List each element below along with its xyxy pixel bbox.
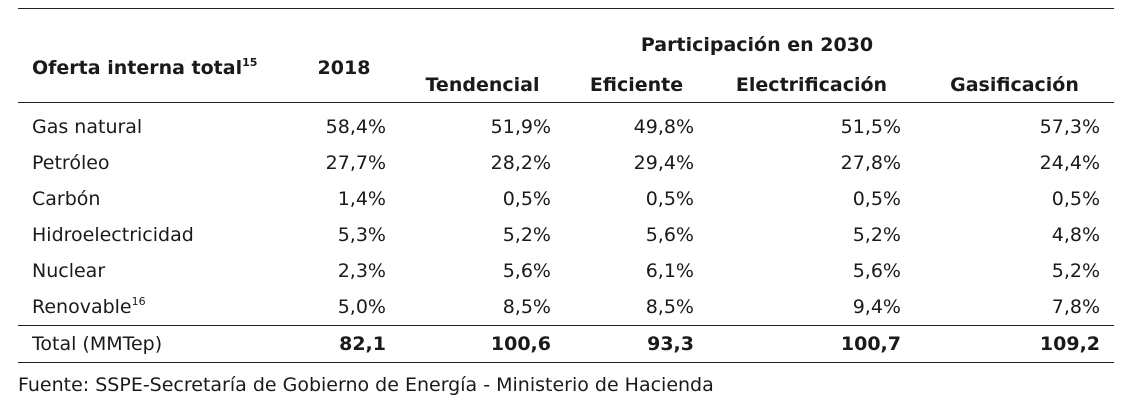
table-row-hidroelectricidad: Hidroelectricidad 5,3% 5,2% 5,6% 5,2% 4,…: [18, 217, 1114, 253]
scenario-header-electrificacion: Electrificación: [735, 74, 888, 96]
cell-eficiente: 49,8%: [633, 116, 694, 138]
row-header-footnote: 15: [242, 56, 258, 69]
cell-2018: 27,7%: [325, 152, 386, 174]
row-label: Nuclear: [32, 260, 106, 282]
cell-tendencial: 5,6%: [502, 260, 551, 282]
cell-gasificacion: 0,5%: [1051, 188, 1101, 210]
row-label: Gas natural: [32, 116, 143, 138]
cell-electrificacion: 5,2%: [852, 224, 901, 246]
year-header: 2018: [317, 57, 371, 79]
cell-tendencial: 28,2%: [490, 152, 551, 174]
cell-gasificacion: 4,8%: [1051, 224, 1101, 246]
cell-2018: 5,0%: [337, 296, 386, 318]
cell-tendencial: 0,5%: [502, 188, 551, 210]
scenario-header-eficiente: Eficiente: [589, 74, 684, 96]
row-footnote: 16: [131, 295, 146, 308]
cell-eficiente: 0,5%: [645, 188, 694, 210]
scenario-header-gasificacion: Gasificación: [950, 74, 1079, 96]
total-eficiente: 93,3: [647, 333, 694, 355]
scenario-header-tendencial: Tendencial: [425, 74, 540, 96]
group-header: Participación en 2030: [640, 34, 874, 56]
source-note: Fuente: SSPE-Secretaría de Gobierno de E…: [18, 374, 714, 396]
cell-electrificacion: 27,8%: [840, 152, 901, 174]
row-label: Carbón: [32, 188, 101, 210]
table-row-renovable: Renovable16 5,0% 8,5% 8,5% 9,4% 7,8%: [18, 289, 1114, 326]
cell-eficiente: 5,6%: [645, 224, 694, 246]
cell-electrificacion: 5,6%: [852, 260, 901, 282]
cell-tendencial: 8,5%: [502, 296, 551, 318]
cell-2018: 2,3%: [337, 260, 386, 282]
table-row-gas-natural: Gas natural 58,4% 51,9% 49,8% 51,5% 57,3…: [18, 103, 1114, 146]
cell-eficiente: 29,4%: [633, 152, 694, 174]
row-header-cell: Oferta interna total15: [18, 34, 288, 103]
table-row-nuclear: Nuclear 2,3% 5,6% 6,1% 5,6% 5,2%: [18, 253, 1114, 289]
total-label: Total (MMTep): [32, 333, 163, 355]
table-row-petroleo: Petróleo 27,7% 28,2% 29,4% 27,8% 24,4%: [18, 145, 1114, 181]
table-top-rule: [18, 8, 1114, 9]
total-2018: 82,1: [339, 333, 386, 355]
cell-electrificacion: 0,5%: [852, 188, 901, 210]
row-label: Renovable: [32, 296, 132, 318]
row-header-label: Oferta interna total: [32, 57, 243, 79]
cell-gasificacion: 5,2%: [1051, 260, 1101, 282]
cell-gasificacion: 57,3%: [1039, 116, 1101, 138]
table-row-total: Total (MMTep) 82,1 100,6 93,3 100,7 109,…: [18, 325, 1115, 363]
row-label-cell: Renovable16: [18, 289, 288, 326]
cell-2018: 5,3%: [337, 224, 386, 246]
total-electrificacion: 100,7: [840, 333, 901, 355]
cell-gasificacion: 24,4%: [1039, 152, 1101, 174]
cell-eficiente: 8,5%: [645, 296, 694, 318]
cell-gasificacion: 7,8%: [1051, 296, 1101, 318]
total-tendencial: 100,6: [490, 333, 551, 355]
table-row-carbon: Carbón 1,4% 0,5% 0,5% 0,5% 0,5%: [18, 181, 1114, 217]
row-label: Petróleo: [32, 152, 110, 174]
cell-electrificacion: 51,5%: [840, 116, 901, 138]
cell-eficiente: 6,1%: [645, 260, 694, 282]
cell-tendencial: 5,2%: [502, 224, 551, 246]
cell-electrificacion: 9,4%: [852, 296, 901, 318]
cell-2018: 58,4%: [325, 116, 386, 138]
total-gasificacion: 109,2: [1039, 333, 1101, 355]
row-label: Hidroelectricidad: [32, 224, 194, 246]
cell-2018: 1,4%: [337, 188, 386, 210]
cell-tendencial: 51,9%: [490, 116, 551, 138]
energy-supply-table: Oferta interna total15 2018 Participació…: [18, 34, 1115, 363]
